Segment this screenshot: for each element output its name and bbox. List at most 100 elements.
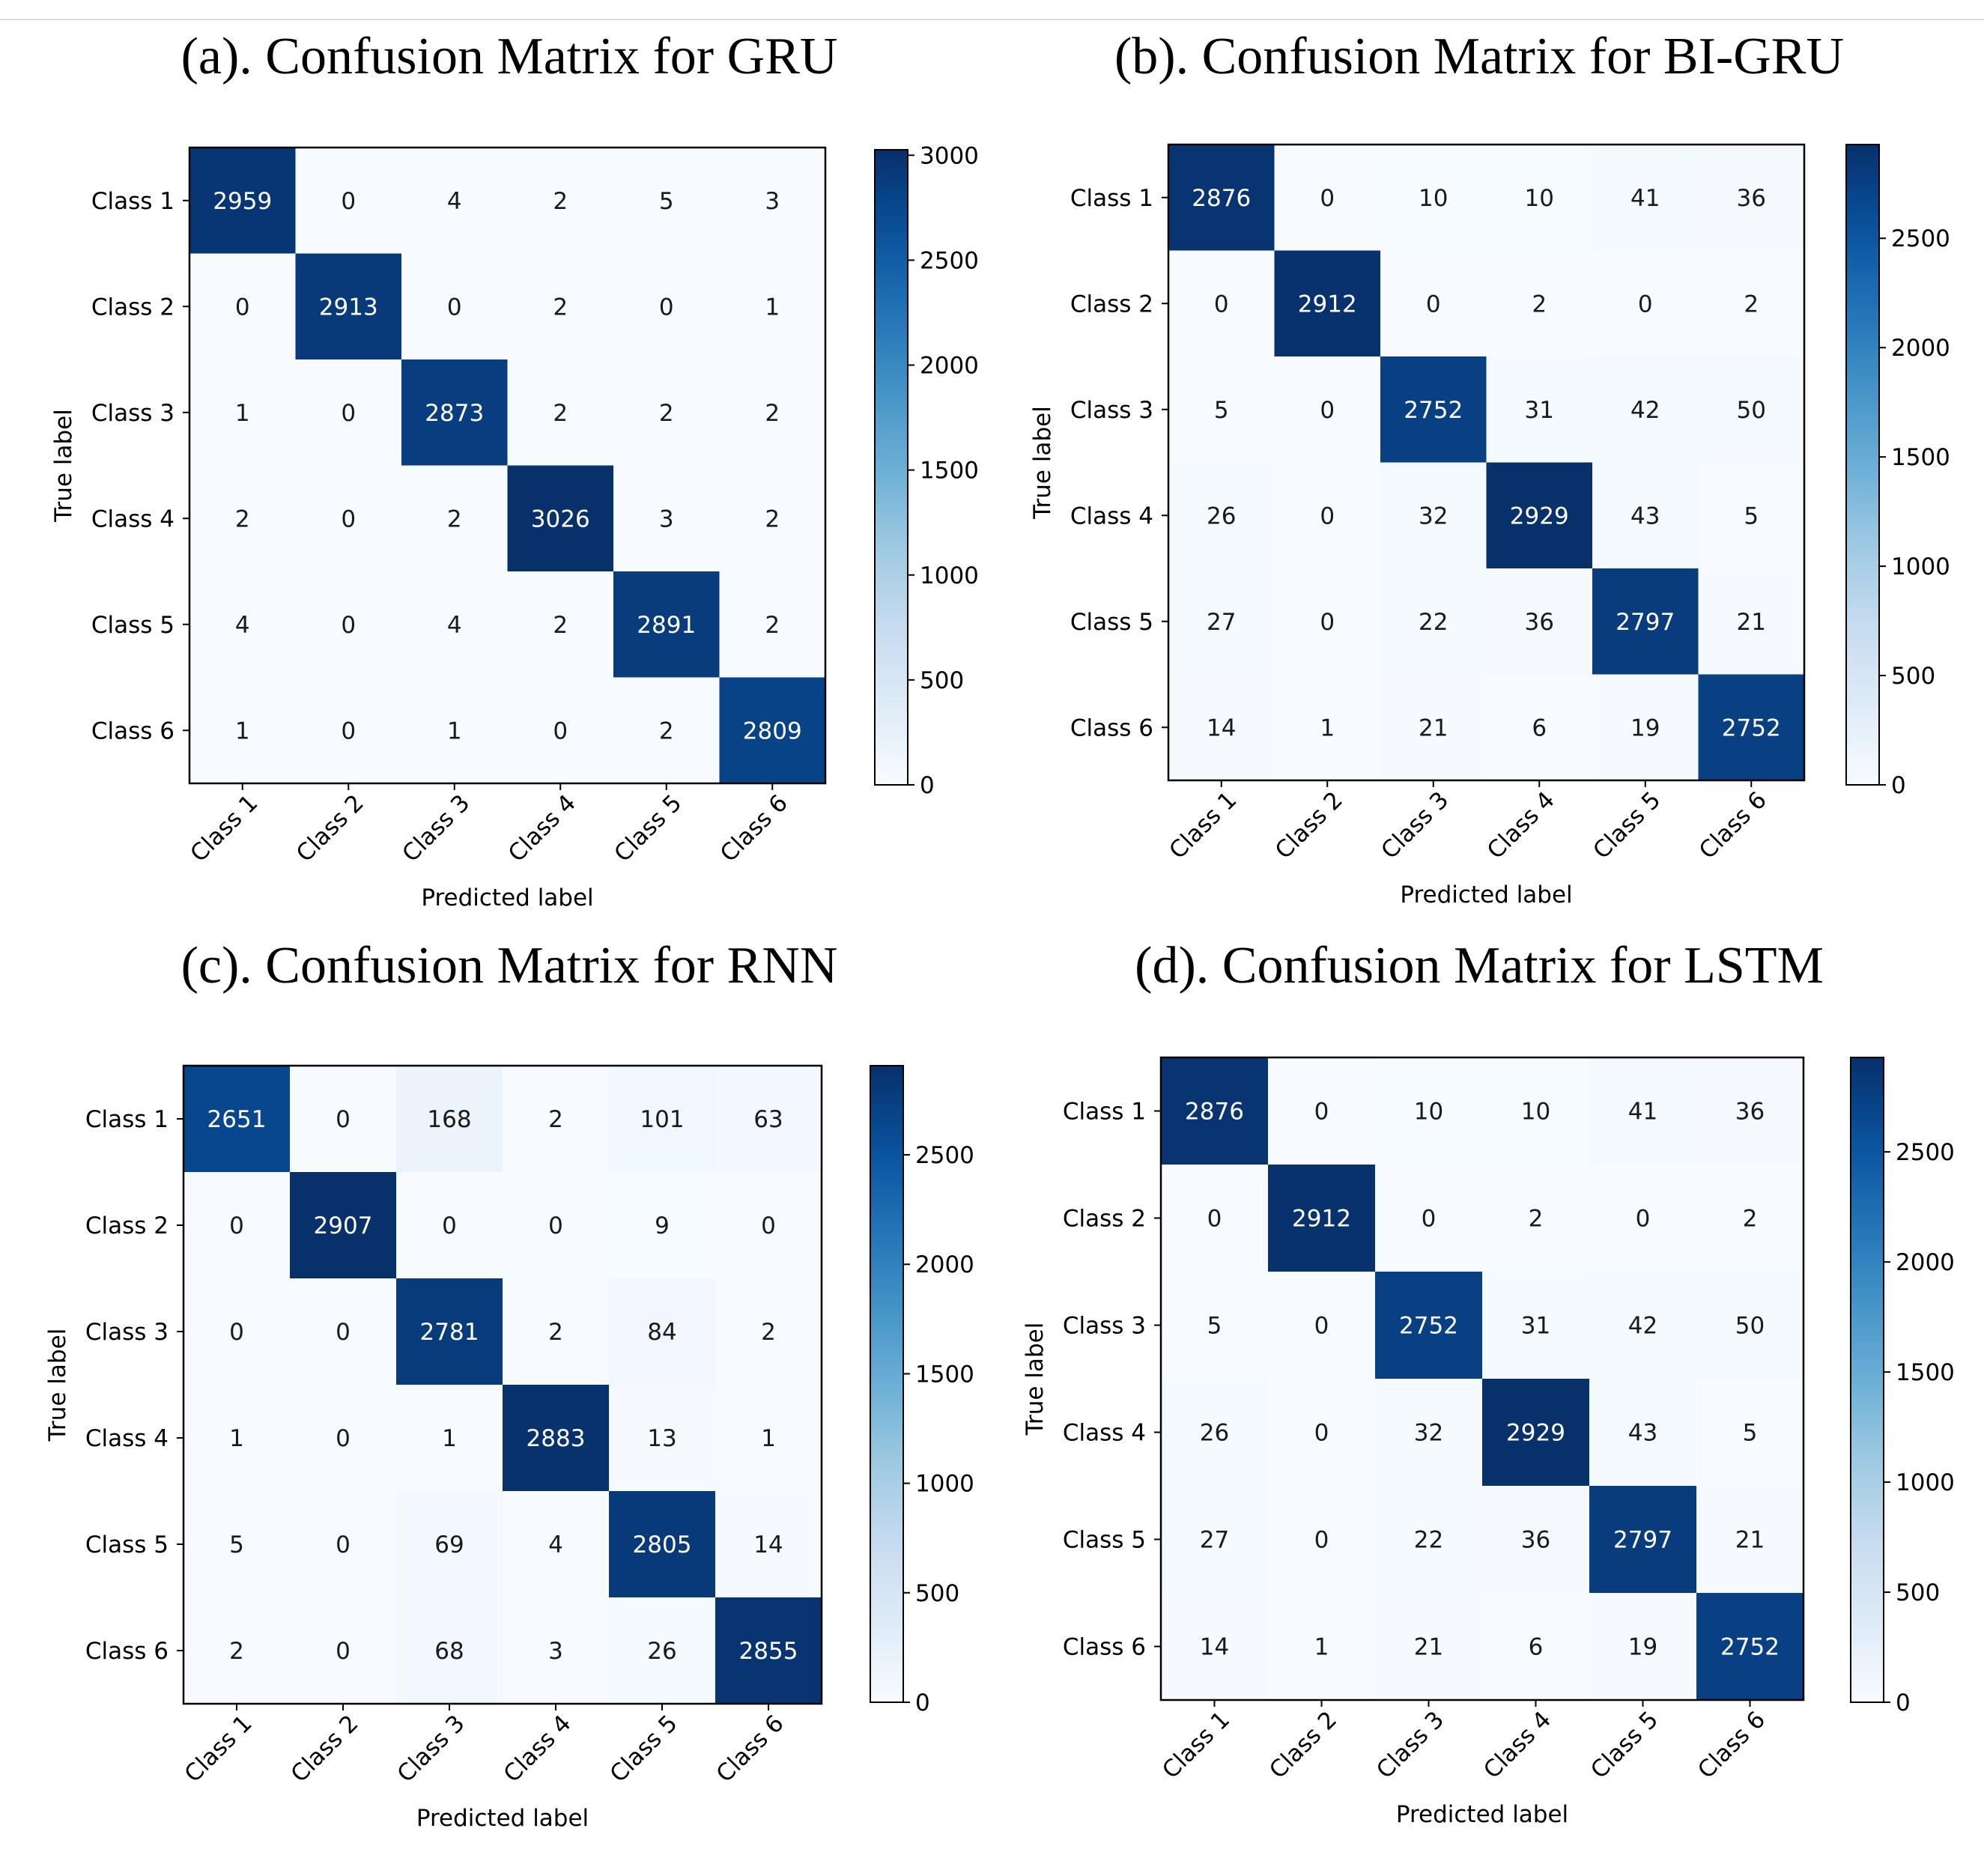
y-tick-label: Class 1 <box>91 188 175 215</box>
matrix-cell <box>1380 674 1487 781</box>
cell-value-label: 0 <box>1314 1313 1329 1340</box>
matrix-cell <box>1486 568 1593 676</box>
matrix-cell <box>401 253 509 360</box>
cell-value-label: 0 <box>548 1212 563 1239</box>
x-tick-label: Class 6 <box>1693 1706 1771 1784</box>
cell-value-label: 1 <box>765 294 780 321</box>
cell-value-label: 36 <box>1525 609 1554 636</box>
matrix-cell <box>290 1597 397 1705</box>
matrix-cell <box>719 253 826 360</box>
cell-value-label: 2913 <box>319 294 378 321</box>
cell-value-label: 0 <box>1207 1206 1222 1233</box>
colorbar-tick-label: 1000 <box>915 1471 974 1498</box>
x-tick-label: Class 2 <box>291 789 369 867</box>
cell-value-label: 0 <box>761 1212 776 1239</box>
matrix-cell <box>1589 1593 1697 1701</box>
y-tick-label: Class 5 <box>1063 1527 1146 1554</box>
matrix-cell <box>507 571 614 679</box>
cell-value-label: 13 <box>647 1425 676 1452</box>
cell-value-label: 5 <box>229 1532 244 1558</box>
matrix-cell <box>1482 1165 1590 1272</box>
matrix-cell <box>503 1172 610 1279</box>
cell-value-label: 2752 <box>1404 397 1463 424</box>
cell-value-label: 26 <box>1200 1420 1229 1447</box>
colorbar-tick-label: 500 <box>915 1580 959 1607</box>
matrix-cell <box>1274 568 1381 676</box>
matrix-cell <box>609 1597 716 1705</box>
cell-value-label: 31 <box>1525 397 1554 424</box>
cell-value-label: 42 <box>1628 1313 1657 1340</box>
matrix-cell <box>613 571 721 679</box>
cell-value-label: 2752 <box>1722 714 1781 741</box>
cell-value-label: 0 <box>1320 185 1335 212</box>
top-divider <box>0 19 1984 20</box>
x-tick-label: Class 1 <box>185 789 263 867</box>
cell-value-label: 27 <box>1200 1527 1229 1554</box>
matrix-cell <box>189 359 297 467</box>
matrix-cell <box>1698 674 1805 781</box>
cell-value-label: 0 <box>235 294 250 321</box>
y-axis-label: True label <box>1022 1323 1049 1436</box>
matrix-cell <box>396 1491 503 1598</box>
colorbar-tick-label: 3000 <box>920 142 979 169</box>
cell-value-label: 42 <box>1630 397 1660 424</box>
cell-value-label: 4 <box>548 1532 563 1558</box>
cell-value-label: 4 <box>447 188 462 215</box>
cell-value-label: 19 <box>1630 714 1660 741</box>
x-tick-label: Class 6 <box>1694 786 1772 864</box>
y-tick-label: Class 2 <box>1063 1206 1146 1233</box>
matrix-cell <box>1161 1165 1269 1272</box>
matrix-cell <box>189 148 297 255</box>
cell-value-label: 1 <box>442 1425 457 1452</box>
matrix-cell <box>609 1491 716 1598</box>
matrix-cell <box>1592 674 1699 781</box>
y-tick-label: Class 6 <box>1070 714 1153 741</box>
colorbar-tick-label: 1500 <box>920 458 979 485</box>
matrix-cell <box>1268 1486 1376 1594</box>
cell-value-label: 19 <box>1628 1634 1657 1661</box>
matrix-cell <box>719 677 826 784</box>
matrix-cell <box>1482 1379 1590 1487</box>
matrix-cell <box>1274 145 1381 252</box>
y-tick-label: Class 4 <box>91 506 175 532</box>
colorbar-tick-label: 1000 <box>1896 1469 1955 1496</box>
matrix-cell <box>1696 1593 1804 1701</box>
matrix-cell <box>1274 462 1381 569</box>
cell-value-label: 69 <box>434 1532 464 1558</box>
cell-value-label: 2 <box>548 1106 563 1133</box>
x-tick-label: Class 3 <box>1371 1706 1449 1784</box>
matrix-cell <box>295 571 402 679</box>
matrix-frame <box>1167 143 1806 782</box>
matrix-cell <box>290 1278 397 1385</box>
matrix-cell <box>1482 1486 1590 1594</box>
cell-value-label: 2873 <box>425 400 484 427</box>
matrix-cell <box>1161 1593 1269 1701</box>
matrix-cell <box>295 253 402 360</box>
cell-value-label: 0 <box>1320 609 1335 636</box>
cell-value-label: 0 <box>336 1106 351 1133</box>
matrix-cell <box>609 1385 716 1492</box>
cell-value-label: 5 <box>659 188 674 215</box>
y-tick-label: Class 6 <box>1063 1634 1146 1661</box>
cell-value-label: 68 <box>434 1638 464 1665</box>
matrix-cell <box>1268 1379 1376 1487</box>
matrix-cell <box>613 253 721 360</box>
cell-value-label: 2 <box>1743 1206 1758 1233</box>
cell-value-label: 9 <box>655 1212 670 1239</box>
matrix-cell <box>183 1278 291 1385</box>
cell-value-label: 2876 <box>1192 185 1251 212</box>
colorbar-tick-label: 500 <box>920 667 964 694</box>
cell-value-label: 2883 <box>527 1425 586 1452</box>
matrix-cell <box>189 253 297 360</box>
matrix-cell <box>1589 1272 1697 1379</box>
cell-value-label: 2651 <box>207 1106 267 1133</box>
matrix-cell <box>290 1491 397 1598</box>
matrix-cell <box>503 1385 610 1492</box>
y-tick-label: Class 6 <box>91 717 175 744</box>
cell-value-label: 0 <box>1320 503 1335 529</box>
matrix-cell <box>1592 356 1699 464</box>
y-tick-label: Class 3 <box>1070 397 1153 424</box>
